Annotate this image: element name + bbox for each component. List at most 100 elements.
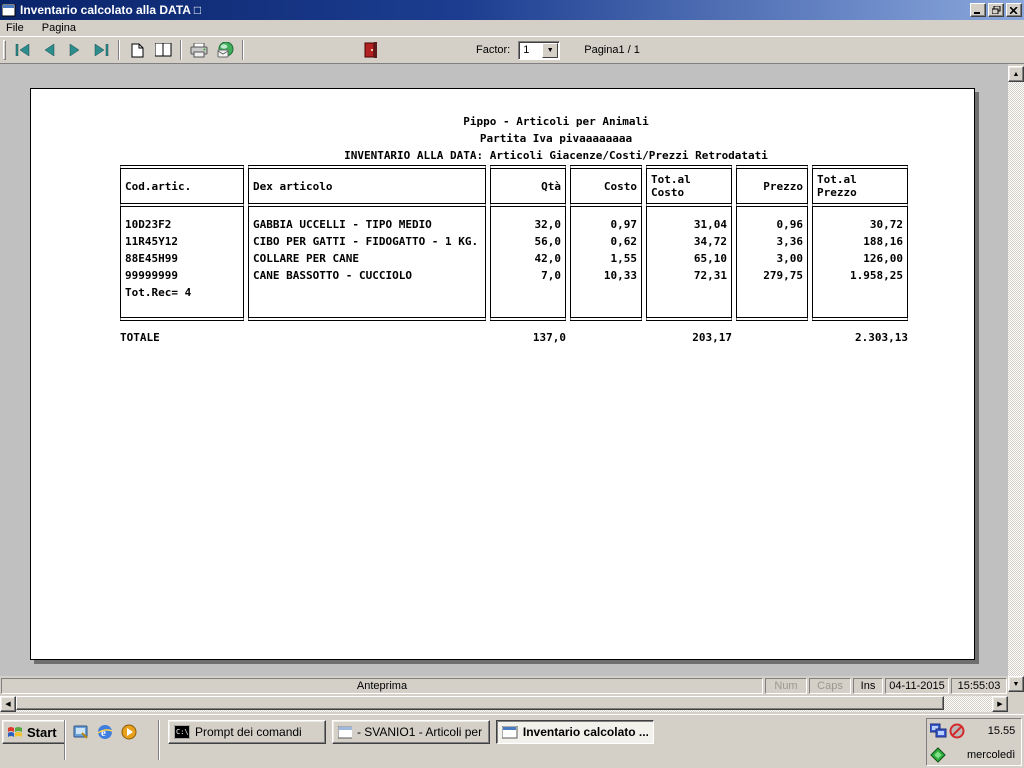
report-company: Pippo - Articoli per Animali (463, 115, 649, 128)
col-body-qty: 32,0 56,0 42,0 7,0 (490, 207, 566, 321)
title-bar: Inventario calcolato alla DATA □ (0, 0, 1024, 20)
exit-door-icon (364, 42, 377, 58)
cell-price: 279,75 (763, 269, 803, 282)
start-label: Start (27, 724, 57, 740)
status-caps-lock: Caps (809, 678, 851, 694)
last-page-button[interactable] (88, 38, 114, 62)
vertical-scrollbar[interactable]: ▲ ▼ (1008, 66, 1024, 692)
totale-spacer (248, 331, 486, 344)
cell-description: COLLARE PER CANE (253, 252, 359, 265)
factor-select[interactable]: 1 ▼ (518, 40, 561, 60)
tray-clock[interactable]: 15.55 (987, 725, 1016, 737)
app-window-icon (2, 3, 16, 16)
toolbar-separator (118, 40, 120, 60)
print-button[interactable] (186, 38, 212, 62)
cell-cost: 0,62 (610, 235, 638, 248)
scroll-up-icon[interactable]: ▲ (1008, 66, 1024, 82)
tray-day: mercoledì (967, 749, 1016, 761)
export-button[interactable] (212, 38, 238, 62)
restore-icon (991, 6, 1000, 14)
printer-icon (190, 42, 208, 57)
quicklaunch-desktop-icon[interactable] (72, 723, 90, 741)
quicklaunch-internet-explorer-icon[interactable]: e (96, 723, 114, 741)
taskbar-separator (158, 720, 160, 760)
export-globe-icon (217, 42, 233, 58)
app-window-icon (338, 725, 352, 738)
horizontal-scroll-track[interactable] (16, 696, 992, 712)
quicklaunch-media-player-icon[interactable] (120, 723, 138, 741)
col-header-tot-prezzo: Tot.al Prezzo (812, 165, 908, 207)
cell-description: GABBIA UCCELLI - TIPO MEDIO (253, 218, 432, 231)
factor-value: 1 (523, 44, 530, 56)
restore-button[interactable] (988, 3, 1004, 17)
col-body-price: 0,96 3,36 3,00 279,75 (736, 207, 808, 321)
col-body-tot-cost: 31,04 34,72 65,10 72,31 (646, 207, 732, 321)
start-button[interactable]: Start (2, 720, 66, 744)
menu-bar: File Pagina (0, 20, 1024, 36)
cell-qty: 42,0 (534, 252, 562, 265)
cell-tot-price: 30,72 (869, 218, 903, 231)
cell-cost: 10,33 (603, 269, 637, 282)
cell-code: 10D23F2 (125, 218, 172, 231)
col-header-qta: Qtà (490, 165, 566, 207)
col-body-cost: 0,97 0,62 1,55 10,33 (570, 207, 642, 321)
close-button[interactable] (1006, 3, 1022, 17)
toolbar-separator (180, 40, 182, 60)
scroll-right-icon[interactable]: ▶ (992, 696, 1008, 712)
col-header-cod-artic: Cod.artic. (120, 165, 244, 207)
cell-qty: 56,0 (534, 235, 562, 248)
tot-rec: Tot.Rec= 4 (125, 286, 192, 299)
antivirus-diamond-icon[interactable] (930, 747, 946, 763)
totale-cost: 203,17 (692, 331, 732, 344)
two-page-view-button[interactable] (150, 38, 176, 62)
scroll-down-icon[interactable]: ▼ (1008, 676, 1024, 692)
tray-icons-row1 (927, 723, 967, 739)
cell-price: 3,36 (776, 235, 804, 248)
toolbar-grip[interactable] (3, 40, 6, 60)
minimize-icon (974, 11, 980, 14)
status-message: Anteprima (1, 678, 763, 694)
col-body-codes: 10D23F2 11R45Y12 88E45H99 99999999 Tot.R… (120, 207, 244, 321)
cell-description: CIBO PER GATTI - FIDOGATTO - 1 KG. (253, 235, 479, 248)
col-body-tot-price: 30,72 188,16 126,00 1.958,25 (812, 207, 908, 321)
horizontal-scroll-thumb[interactable] (16, 696, 944, 710)
first-page-icon (15, 44, 30, 56)
cell-tot-price: 126,00 (863, 252, 903, 265)
first-page-button[interactable] (10, 38, 36, 62)
cell-description: CANE BASSOTTO - CUCCIOLO (253, 269, 412, 282)
col-header-dex-articolo: Dex articolo (248, 165, 486, 207)
status-time: 15:55:03 (951, 678, 1007, 694)
scroll-left-icon[interactable]: ◀ (0, 696, 16, 712)
factor-group: Factor: 1 ▼ (476, 40, 561, 60)
menu-file[interactable]: File (6, 22, 24, 34)
cell-tot-price: 188,16 (863, 235, 903, 248)
task-label: Prompt dei comandi (195, 725, 302, 739)
task-button-inventario-active[interactable]: Inventario calcolato ... (496, 720, 654, 744)
next-page-button[interactable] (62, 38, 88, 62)
page-indicator: Pagina1 / 1 (584, 44, 640, 56)
totale-qty: 137,0 (532, 331, 566, 344)
totale-label: TOTALE (120, 331, 160, 344)
combo-dropdown-icon[interactable]: ▼ (542, 42, 559, 58)
prev-page-button[interactable] (36, 38, 62, 62)
single-page-view-button[interactable] (124, 38, 150, 62)
task-button-svanio1[interactable]: - SVANIO1 - Articoli per A... (332, 720, 490, 744)
report-vat: Partita Iva pivaaaaaaaa (479, 132, 633, 145)
col-header-prezzo: Prezzo (736, 165, 808, 207)
horizontal-scrollbar[interactable]: ◀ ▶ (0, 696, 1008, 712)
report-page: Pippo - Articoli per Animali Partita Iva… (30, 88, 975, 660)
report-header: Pippo - Articoli per Animali Partita Iva… (136, 113, 976, 164)
system-tray: 15.55 mercoledì (926, 718, 1022, 766)
status-bar: Anteprima Num Caps Ins 04-11-2015 15:55:… (0, 676, 1008, 696)
vertical-scroll-track[interactable] (1008, 82, 1024, 676)
menu-pagina[interactable]: Pagina (41, 22, 76, 34)
task-button-prompt-comandi[interactable]: C:\ Prompt dei comandi (168, 720, 326, 744)
close-icon (1010, 6, 1018, 14)
minimize-button[interactable] (970, 3, 986, 17)
network-connection-icon[interactable] (930, 723, 947, 739)
cell-qty: 7,0 (541, 269, 561, 282)
exit-button[interactable] (358, 38, 384, 62)
disabled-device-icon[interactable] (949, 723, 965, 739)
totale-spacer (736, 331, 808, 344)
